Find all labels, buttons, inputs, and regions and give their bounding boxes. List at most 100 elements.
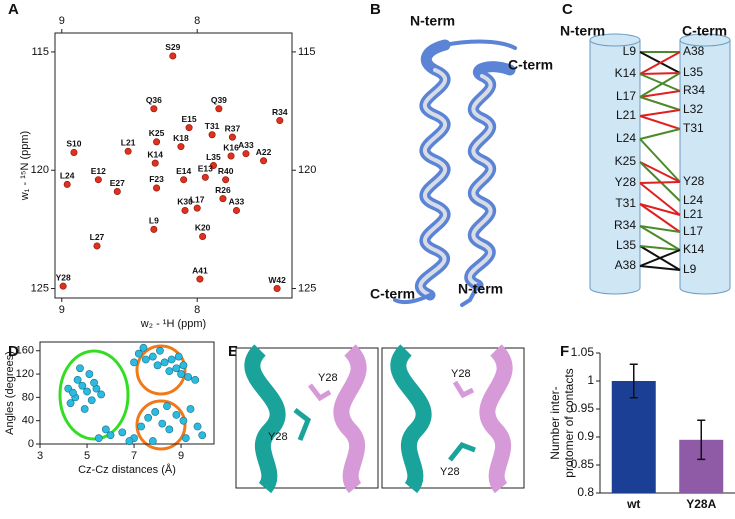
data-point bbox=[165, 367, 174, 376]
residue-label: K14 bbox=[615, 66, 637, 80]
error-bar bbox=[629, 363, 638, 399]
data-point bbox=[199, 232, 207, 240]
peak-label: A33 bbox=[238, 140, 254, 150]
x-tick-label: Y28A bbox=[686, 497, 716, 511]
residue-label: L21 bbox=[683, 207, 703, 221]
residue-label: A38 bbox=[615, 258, 637, 272]
residue-label: L17 bbox=[683, 224, 703, 238]
x-tick-label: 9 bbox=[59, 304, 65, 316]
data-point bbox=[179, 416, 188, 425]
plot-frame bbox=[54, 32, 293, 299]
data-point bbox=[215, 105, 223, 113]
y-tick-label: 0.9 bbox=[577, 429, 594, 443]
contact-line bbox=[639, 128, 681, 140]
peak-label: E12 bbox=[91, 166, 106, 176]
peak-label: E13 bbox=[198, 164, 213, 174]
panel-label: B bbox=[370, 1, 381, 18]
contact-line bbox=[639, 138, 681, 183]
residue-label: R34 bbox=[683, 83, 705, 97]
x-tick-label: 3 bbox=[37, 450, 43, 462]
peak-label: R26 bbox=[215, 185, 231, 195]
residue-label: Y28 bbox=[683, 174, 705, 188]
contact-line bbox=[639, 265, 681, 271]
data-point bbox=[158, 419, 167, 428]
bar bbox=[611, 381, 656, 493]
data-point bbox=[63, 180, 71, 188]
data-point bbox=[165, 425, 174, 434]
peak-label: R34 bbox=[272, 107, 288, 117]
x-axis-label: w₂ - ¹H (ppm) bbox=[140, 318, 206, 330]
contact-line bbox=[639, 203, 681, 233]
data-point bbox=[219, 195, 227, 203]
data-point bbox=[59, 282, 67, 290]
data-point bbox=[180, 176, 188, 184]
data-point bbox=[94, 434, 103, 443]
data-point bbox=[125, 437, 134, 445]
data-point bbox=[198, 431, 207, 440]
residue-label: Y28 bbox=[451, 368, 471, 380]
data-point bbox=[172, 364, 181, 373]
peak-label: K30 bbox=[177, 197, 193, 207]
peak-label: T31 bbox=[205, 121, 220, 131]
data-point bbox=[227, 152, 235, 160]
data-point bbox=[186, 405, 195, 413]
data-point bbox=[184, 373, 193, 381]
residue-label: L9 bbox=[623, 44, 637, 58]
y-tick-label: 115 bbox=[298, 46, 316, 58]
contact-line bbox=[639, 115, 681, 130]
peak-label: R37 bbox=[225, 123, 241, 133]
residue-label: L32 bbox=[683, 102, 703, 116]
y-tick-label: 125 bbox=[298, 282, 316, 294]
residue-label: Y28 bbox=[268, 431, 288, 443]
contact-line bbox=[639, 225, 681, 233]
data-point bbox=[66, 399, 75, 408]
error-bar bbox=[697, 419, 706, 461]
y-axis-label: Angles (degrees) bbox=[4, 351, 16, 435]
data-point bbox=[191, 375, 200, 384]
data-point bbox=[80, 405, 89, 413]
y-tick-label: 120 bbox=[298, 164, 316, 176]
data-point bbox=[101, 425, 110, 434]
y-axis-label: w₁ - ¹⁵N (ppm) bbox=[19, 131, 31, 201]
y-tick-label: 120 bbox=[16, 368, 34, 380]
data-point bbox=[137, 422, 146, 431]
peak-label: K16 bbox=[223, 142, 239, 152]
cluster-outline bbox=[58, 349, 130, 441]
residue-label: L35 bbox=[683, 65, 703, 79]
residue-label: R34 bbox=[614, 218, 636, 232]
peak-label: K18 bbox=[173, 133, 189, 143]
data-point bbox=[177, 370, 185, 378]
data-point bbox=[97, 390, 106, 399]
data-point bbox=[209, 162, 217, 170]
contact-line bbox=[639, 96, 681, 111]
residue-label: L24 bbox=[616, 131, 636, 145]
residue-label: L9 bbox=[683, 262, 697, 276]
peak-label: K20 bbox=[195, 223, 211, 233]
residue-label: K25 bbox=[615, 154, 637, 168]
panel-label: A bbox=[8, 1, 19, 18]
data-point bbox=[276, 117, 284, 125]
data-point bbox=[118, 428, 127, 437]
terminus-label: C-term bbox=[508, 57, 553, 73]
peak-label: E14 bbox=[176, 166, 191, 176]
data-point bbox=[153, 138, 161, 146]
x-tick-label: 8 bbox=[194, 15, 200, 27]
peak-label: A22 bbox=[256, 147, 272, 157]
peak-label: S10 bbox=[66, 139, 81, 149]
y-tick-label: 0.8 bbox=[577, 485, 594, 499]
data-point bbox=[193, 422, 202, 431]
residue-label: L21 bbox=[616, 108, 636, 122]
peak-label: S29 bbox=[165, 42, 180, 52]
data-point bbox=[93, 242, 101, 250]
terminus-label: C-term bbox=[370, 286, 415, 302]
data-point bbox=[156, 346, 164, 355]
x-tick-label: 5 bbox=[84, 450, 90, 462]
data-point bbox=[181, 206, 189, 214]
panel-label: F bbox=[560, 343, 569, 360]
peak-label: R40 bbox=[218, 166, 234, 176]
y-tick-label: 1.05 bbox=[571, 345, 595, 359]
data-point bbox=[273, 285, 281, 293]
peak-label: L17 bbox=[190, 194, 205, 204]
data-point bbox=[167, 355, 176, 364]
data-point bbox=[151, 159, 159, 167]
